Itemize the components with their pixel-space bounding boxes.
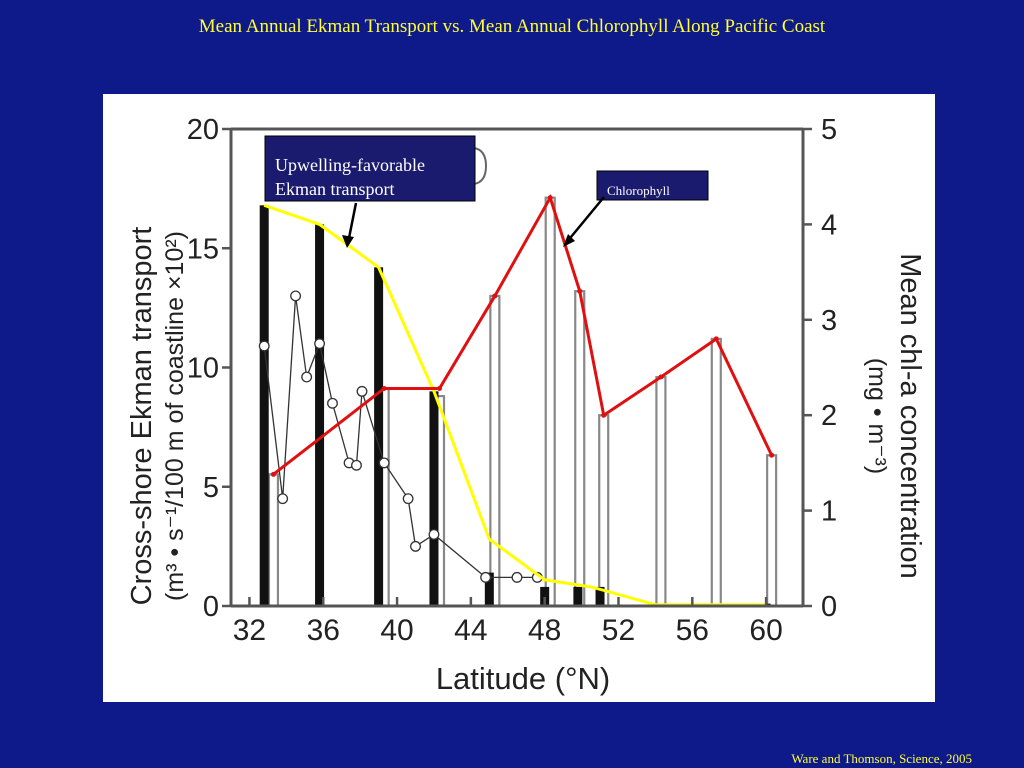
- chart-panel: 32 36 40 44 48 52 56 60 0 5 10 15 20 0 1 2 3 4 5 Latitude …: [103, 94, 935, 702]
- slide-title: Mean Annual Ekman Transport vs. Mean Ann…: [198, 16, 826, 37]
- y-left-tick-label: 15: [187, 233, 219, 265]
- y-right-tick-label: 0: [821, 591, 837, 623]
- y-axis-right-label-line1: Mean chl-a concentration: [894, 253, 926, 579]
- open-circle-point: [290, 290, 302, 302]
- bracket-decoration: [473, 147, 488, 185]
- chlorophyll-point: [713, 336, 719, 342]
- ekman-bar: [259, 205, 269, 606]
- annotation-box-ekman: [264, 135, 476, 202]
- annotation-chlorophyll: Chlorophyll: [607, 183, 670, 198]
- annotation-ekman-line2: Ekman transport: [275, 179, 394, 199]
- chlorophyll-bar: [489, 294, 501, 608]
- chlorophyll-point: [437, 385, 443, 391]
- open-circle-point: [511, 571, 523, 583]
- open-circle-point: [428, 529, 440, 540]
- x-axis-label: Latitude (°N): [436, 661, 610, 696]
- open-circle-point: [327, 397, 338, 409]
- open-circle-point: [480, 571, 492, 583]
- x-tick-label: 48: [528, 614, 561, 647]
- y-right-tick-label: 3: [821, 305, 837, 337]
- ekman-bar: [595, 586, 605, 606]
- y-left-tick-label: 20: [187, 114, 219, 146]
- y-axis-left-label-line1: Cross-shore Ekman transport: [126, 227, 158, 606]
- y-right-tick-label: 5: [821, 114, 837, 146]
- annotation-arrowhead-chlorophyll: [563, 234, 575, 247]
- open-circle-series-line: [263, 295, 538, 579]
- open-circle-point: [301, 371, 313, 383]
- chlorophyll-point: [492, 293, 498, 299]
- ekman-bar: [540, 586, 550, 606]
- annotation-arrowhead-ekman: [342, 235, 354, 248]
- x-tick-label: 40: [380, 614, 413, 647]
- open-circle-point: [402, 493, 414, 505]
- y-right-tick-label: 2: [821, 400, 837, 432]
- annotation-box-chlorophyll: [596, 170, 709, 201]
- chlorophyll-point: [270, 471, 276, 477]
- y-left-tick-label: 5: [203, 472, 219, 504]
- open-circle-point: [258, 340, 270, 352]
- y-right-tick-label: 4: [821, 209, 837, 241]
- chlorophyll-point: [601, 412, 607, 418]
- chlorophyll-bar: [267, 473, 280, 608]
- chlorophyll-bar: [766, 454, 778, 608]
- open-circle-point: [410, 540, 421, 552]
- chlorophyll-bar: [655, 375, 667, 608]
- x-tick-label: 44: [454, 614, 487, 647]
- x-tick-label: 52: [602, 614, 635, 647]
- ekman-bar: [315, 224, 325, 606]
- chlorophyll-bar: [544, 196, 556, 608]
- y-right-tick-label: 1: [821, 496, 837, 528]
- chlorophyll-point: [658, 374, 664, 380]
- ekman-bar: [374, 267, 384, 606]
- chlorophyll-point: [577, 288, 583, 294]
- chlorophyll-point: [381, 385, 387, 391]
- x-tick-label: 36: [307, 614, 340, 647]
- x-tick-label: 60: [749, 614, 782, 647]
- chlorophyll-point: [769, 452, 775, 458]
- y-left-tick-label: 0: [203, 591, 219, 623]
- chlorophyll-bar: [598, 414, 610, 608]
- chlorophyll-point: [547, 195, 553, 201]
- ekman-transport-line: [263, 203, 767, 607]
- chlorophyll-bar: [710, 337, 722, 608]
- open-circle-point: [356, 385, 368, 397]
- y-axis-left-label-line2: (m³ • s⁻¹/100 m of coastline ×10²): [161, 231, 189, 601]
- chlorophyll-bar: [574, 290, 586, 608]
- ekman-bar: [429, 391, 439, 606]
- citation: Ware and Thomson, Science, 2005: [791, 751, 972, 766]
- ekman-bar: [573, 586, 583, 606]
- open-circle-point: [314, 338, 326, 350]
- open-circle-point: [378, 457, 390, 469]
- ekman-chlorophyll-chart: 32 36 40 44 48 52 56 60 0 5 10 15 20 0 1 2 3 4 5 Latitude …: [126, 114, 926, 696]
- x-tick-label: 56: [676, 614, 709, 647]
- open-circle-point: [277, 493, 289, 505]
- annotation-arrow-chlorophyll: [565, 196, 605, 244]
- annotation-ekman-line1: Upwelling-favorable: [275, 155, 425, 175]
- y-axis-right-label-line2: (mg • m⁻³): [863, 358, 891, 474]
- y-left-tick-label: 10: [187, 353, 219, 385]
- ekman-bar: [484, 572, 494, 606]
- open-circle-point: [351, 459, 362, 471]
- x-tick-label: 32: [233, 614, 266, 647]
